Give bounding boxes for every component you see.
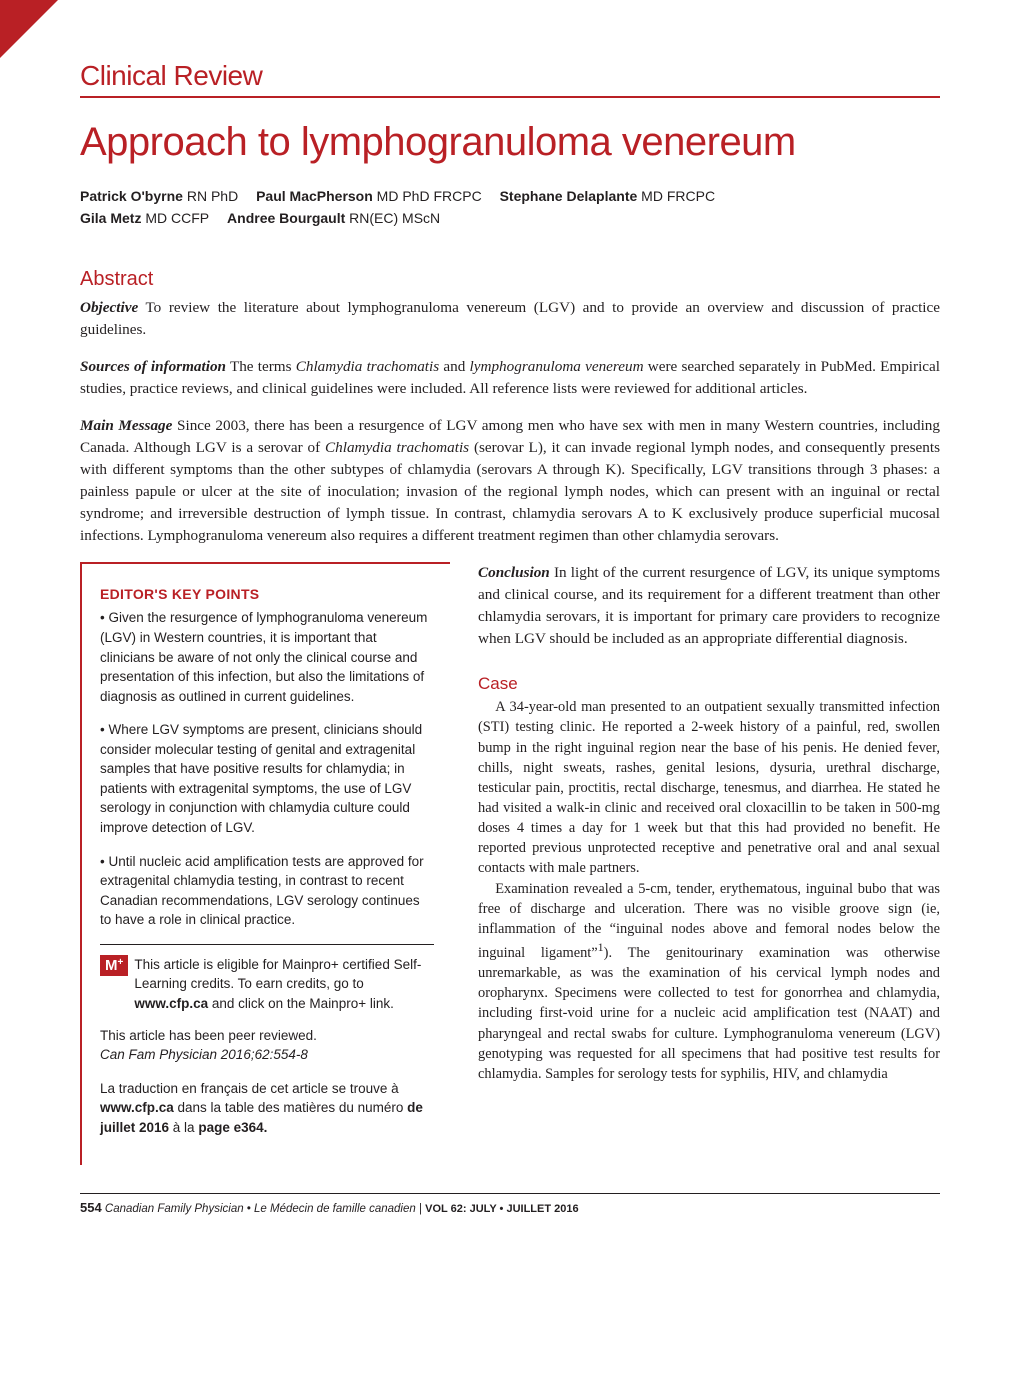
author-credentials: RN(EC) MScN [349, 210, 440, 226]
left-column: EDITOR'S KEY POINTS • Given the resurgen… [80, 562, 450, 1165]
abstract-label: Objective [80, 299, 138, 316]
abstract-sources: Sources of information The terms Chlamyd… [80, 356, 940, 400]
key-point: • Until nucleic acid amplification tests… [100, 852, 434, 930]
author-name: Paul MacPherson [256, 188, 373, 204]
key-point: • Where LGV symptoms are present, clinic… [100, 720, 434, 837]
journal-name: Canadian Family Physician • Le Médecin d… [105, 1203, 416, 1215]
case-heading: Case [478, 674, 940, 694]
italic-term: Chlamydia trachomatis [325, 439, 469, 456]
two-column-layout: EDITOR'S KEY POINTS • Given the resurgen… [80, 562, 940, 1165]
volume-info: VOL 62: JULY • JUILLET 2016 [425, 1203, 578, 1215]
author-credentials: MD FRCPC [641, 188, 715, 204]
author-credentials: MD CCFP [145, 210, 209, 226]
abstract-conclusion: Conclusion In light of the current resur… [478, 562, 940, 650]
section-label: Clinical Review [80, 60, 940, 98]
abstract-text: and [439, 358, 469, 375]
right-column: Conclusion In light of the current resur… [478, 562, 940, 1165]
abstract-section: Abstract Objective To review the literat… [80, 268, 940, 547]
journal-page: Clinical Review Approach to lymphogranul… [0, 0, 1020, 1245]
page-number: 554 [80, 1200, 102, 1215]
abstract-heading: Abstract [80, 268, 940, 291]
abstract-main-message: Main Message Since 2003, there has been … [80, 415, 940, 547]
page-footer: 554 Canadian Family Physician • Le Médec… [80, 1193, 940, 1215]
author-name: Patrick O'byrne [80, 188, 183, 204]
mainpro-text: This article is eligible for Mainpro+ ce… [134, 955, 434, 1014]
abstract-objective: Objective To review the literature about… [80, 297, 940, 341]
italic-term: lymphogranuloma venereum [470, 358, 644, 375]
key-points-title: EDITOR'S KEY POINTS [100, 584, 434, 604]
translation-note: La traduction en français de cet article… [100, 1079, 434, 1138]
article-title: Approach to lymphogranuloma venereum [80, 120, 940, 165]
citation: Can Fam Physician 2016;62:554-8 [100, 1047, 308, 1062]
abstract-label: Sources of information [80, 358, 226, 375]
author-list: Patrick O'byrne RN PhD Paul MacPherson M… [80, 185, 940, 230]
author-name: Andree Bourgault [227, 210, 345, 226]
author-name: Stephane Delaplante [500, 188, 638, 204]
mainpro-note: M+ This article is eligible for Mainpro+… [100, 955, 434, 1014]
divider [100, 944, 434, 945]
italic-term: Chlamydia trachomatis [296, 358, 439, 375]
key-point: • Given the resurgence of lymphogranulom… [100, 608, 434, 706]
case-paragraph: A 34-year-old man presented to an outpat… [478, 697, 940, 878]
case-paragraph: Examination revealed a 5-cm, tender, ery… [478, 879, 940, 1084]
link-text[interactable]: www.cfp.ca [134, 996, 208, 1011]
author-credentials: RN PhD [187, 188, 238, 204]
link-text[interactable]: www.cfp.ca [100, 1100, 174, 1115]
mainpro-badge-icon: M+ [100, 955, 128, 976]
corner-decoration [0, 0, 58, 58]
peer-review-note: This article has been peer reviewed. Can… [100, 1026, 434, 1065]
key-points-box: EDITOR'S KEY POINTS • Given the resurgen… [80, 562, 450, 1165]
abstract-text: To review the literature about lymphogra… [80, 299, 940, 338]
author-name: Gila Metz [80, 210, 141, 226]
case-body: A 34-year-old man presented to an outpat… [478, 697, 940, 1084]
abstract-label: Main Message [80, 417, 172, 434]
abstract-text: The terms [230, 358, 296, 375]
author-credentials: MD PhD FRCPC [377, 188, 482, 204]
abstract-label: Conclusion [478, 564, 550, 581]
